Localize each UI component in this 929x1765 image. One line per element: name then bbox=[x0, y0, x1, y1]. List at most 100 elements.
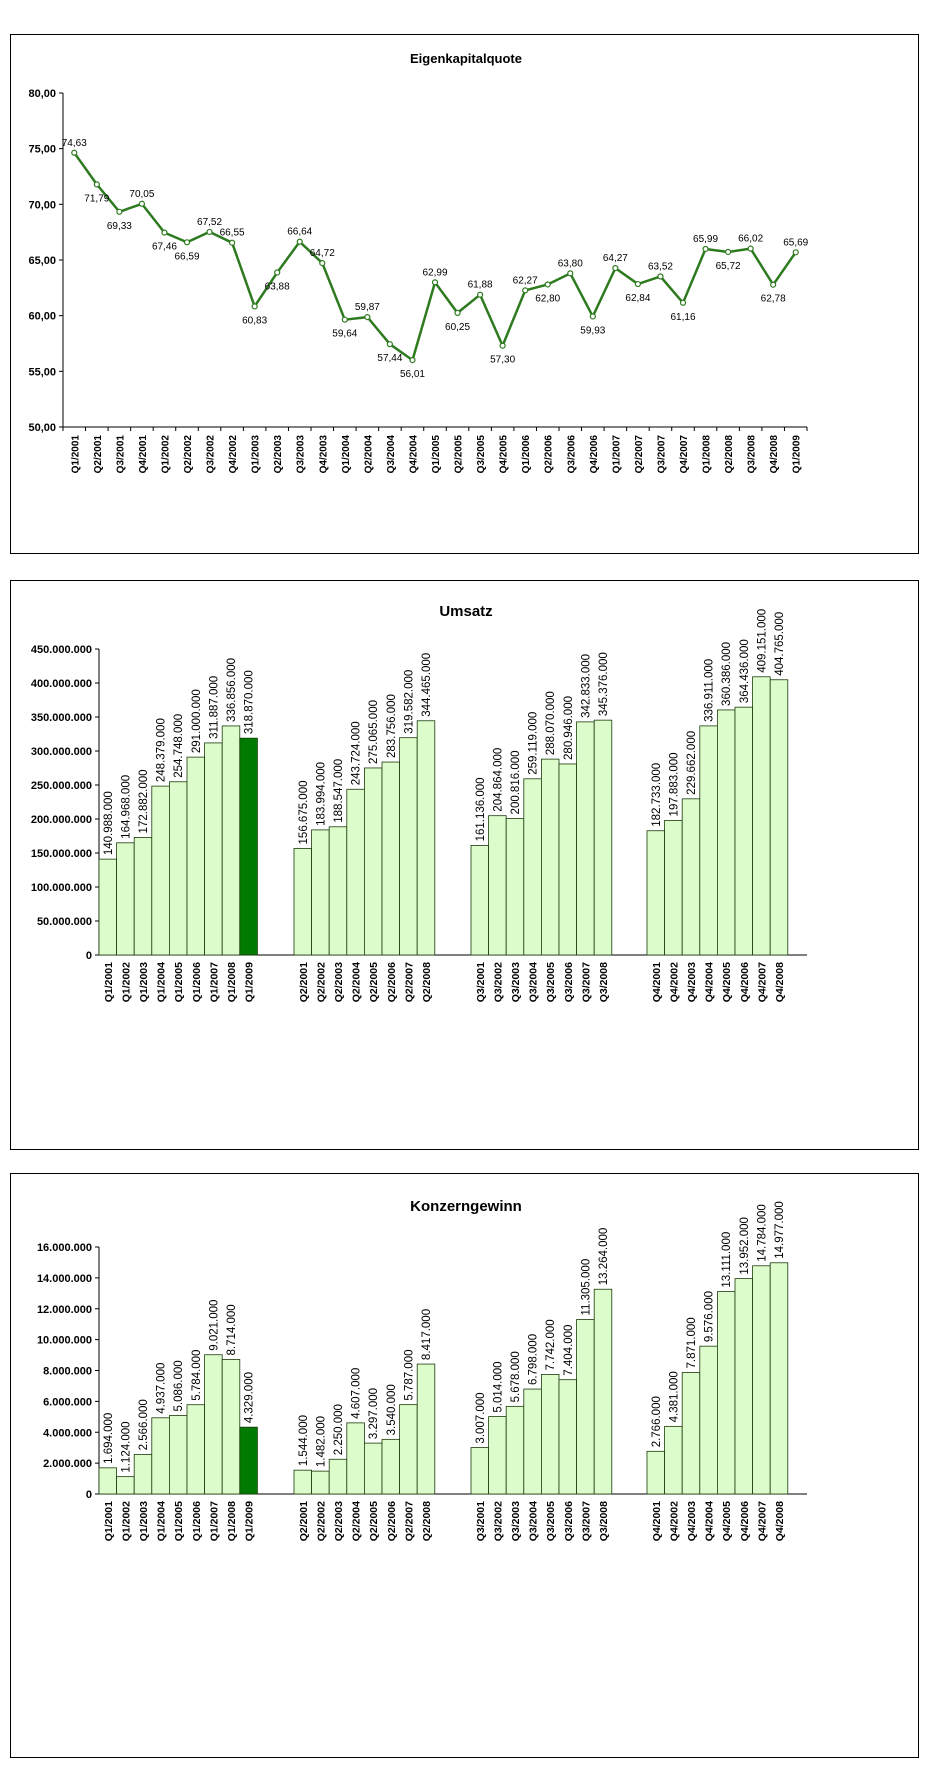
bar bbox=[311, 1470, 330, 1495]
data-point bbox=[71, 149, 78, 156]
bar-value-label: 336.856.000 bbox=[226, 658, 238, 722]
bar-value-label: 3.297.000 bbox=[368, 1388, 380, 1439]
x-tick-label: Q1/2008 bbox=[226, 962, 238, 1002]
bar-value-label: 11.305.000 bbox=[580, 1259, 592, 1316]
bar bbox=[293, 848, 313, 956]
bar-value-label: 5.014.000 bbox=[492, 1361, 504, 1412]
chart-title: Umsatz bbox=[439, 603, 492, 620]
bar-value-label: 2.250.000 bbox=[333, 1404, 345, 1455]
x-tick-label: Q4/2006 bbox=[739, 962, 751, 1002]
y-tick-label: 50.000.000 bbox=[37, 916, 92, 928]
x-tick-label: Q4/2004 bbox=[704, 962, 716, 1002]
x-tick-label: Q2/2001 bbox=[93, 435, 104, 474]
bar bbox=[699, 1345, 718, 1495]
data-label: 60,25 bbox=[445, 322, 470, 333]
y-tick-label: 75,00 bbox=[28, 144, 56, 156]
bar-value-label: 409.151.000 bbox=[756, 609, 768, 673]
data-point bbox=[319, 260, 326, 267]
bar-value-label: 140.988.000 bbox=[103, 791, 115, 855]
x-tick-label: Q2/2008 bbox=[724, 435, 735, 474]
x-tick-label: Q3/2002 bbox=[206, 435, 217, 474]
x-tick-label: Q3/2006 bbox=[563, 962, 575, 1002]
bar bbox=[151, 785, 170, 956]
bar bbox=[646, 830, 666, 956]
x-tick-label: Q1/2006 bbox=[191, 1501, 203, 1541]
x-tick-label: Q1/2001 bbox=[70, 435, 81, 474]
bar bbox=[399, 737, 418, 956]
y-tick-label: 450.000.000 bbox=[31, 644, 92, 656]
x-tick-label: Q4/2001 bbox=[651, 1501, 663, 1541]
x-tick-label: Q4/2008 bbox=[769, 435, 780, 474]
bar bbox=[186, 756, 206, 956]
bar-value-label: 1.124.000 bbox=[120, 1421, 132, 1472]
bar-value-label: 161.136.000 bbox=[475, 777, 487, 841]
data-point bbox=[161, 229, 168, 236]
x-tick-label: Q4/2006 bbox=[589, 435, 600, 474]
y-tick-label: 200.000.000 bbox=[31, 814, 92, 826]
data-point bbox=[702, 245, 709, 253]
bar-value-label: 248.379.000 bbox=[156, 718, 168, 782]
x-tick-label: Q3/2005 bbox=[545, 1501, 557, 1541]
data-label: 59,93 bbox=[580, 325, 605, 336]
bar bbox=[221, 1359, 241, 1495]
bar bbox=[558, 1379, 578, 1495]
data-label: 65,69 bbox=[783, 237, 808, 248]
x-tick-label: Q2/2004 bbox=[363, 435, 374, 474]
data-point bbox=[409, 356, 416, 364]
bar bbox=[98, 858, 118, 956]
x-tick-label: Q4/2002 bbox=[668, 1501, 680, 1541]
data-label: 66,64 bbox=[287, 227, 312, 238]
bar-value-label: 4.329.000 bbox=[244, 1372, 256, 1423]
bar bbox=[328, 1458, 348, 1495]
x-tick-label: Q3/2007 bbox=[580, 1501, 592, 1541]
bar-value-label: 291.000.000 bbox=[191, 689, 203, 753]
y-tick-label: 150.000.000 bbox=[31, 848, 92, 860]
x-tick-label: Q2/2006 bbox=[544, 435, 555, 474]
bar bbox=[734, 706, 754, 956]
bar-value-label: 360.386.000 bbox=[721, 642, 733, 706]
x-tick-label: Q4/2003 bbox=[686, 962, 698, 1002]
bar-value-label: 311.887.000 bbox=[208, 676, 220, 739]
x-tick-label: Q3/2003 bbox=[510, 1501, 522, 1541]
x-tick-label: Q2/2003 bbox=[333, 1501, 345, 1541]
equity-ratio-line-chart: Eigenkapitalquote 50,00 55,00 60,00 65,00 70… bbox=[28, 51, 808, 474]
y-tick-label: 70,00 bbox=[28, 199, 56, 211]
group-profit-bar-chart: Konzerngewinn 0 2.000.000 4.000.000 6.000.0… bbox=[37, 1198, 807, 1541]
bar bbox=[664, 820, 683, 956]
x-tick-label: Q2/2005 bbox=[368, 1501, 380, 1541]
bar-value-label: 197.883.000 bbox=[668, 752, 680, 816]
bar-value-label: 5.787.000 bbox=[403, 1349, 415, 1400]
bar bbox=[541, 1374, 560, 1495]
chart-title: Konzerngewinn bbox=[410, 1198, 522, 1215]
bar-value-label: 254.748.000 bbox=[173, 714, 185, 778]
data-label: 64,27 bbox=[603, 253, 628, 264]
bar bbox=[116, 1476, 135, 1495]
x-tick-label: Q4/2001 bbox=[138, 435, 149, 474]
x-tick-label: Q3/2003 bbox=[296, 435, 307, 474]
bar bbox=[186, 1404, 206, 1495]
bar bbox=[752, 676, 771, 956]
x-tick-label: Q1/2005 bbox=[431, 435, 442, 474]
x-tick-label: Q1/2002 bbox=[120, 1501, 132, 1541]
x-tick-label: Q3/2007 bbox=[580, 962, 592, 1002]
x-tick-label: Q2/2006 bbox=[386, 962, 398, 1002]
bar-value-label: 188.547.000 bbox=[333, 759, 345, 823]
y-tick-label: 14.000.000 bbox=[37, 1273, 92, 1285]
bar-value-label: 13.111.000 bbox=[721, 1232, 733, 1288]
y-tick-label: 2.000.000 bbox=[43, 1458, 92, 1470]
bar bbox=[168, 781, 188, 956]
bar bbox=[328, 826, 348, 956]
data-label: 67,46 bbox=[152, 242, 177, 253]
x-tick-label: Q1/2001 bbox=[103, 962, 115, 1002]
x-tick-label: Q2/2007 bbox=[634, 435, 645, 474]
x-tick-label: Q3/2001 bbox=[475, 1501, 487, 1541]
x-tick-label: Q4/2001 bbox=[651, 962, 663, 1002]
data-point bbox=[612, 265, 619, 272]
bar bbox=[593, 719, 613, 956]
y-tick-label: 300.000.000 bbox=[31, 746, 92, 758]
bar bbox=[523, 778, 542, 956]
bar bbox=[346, 1422, 365, 1495]
bar-value-label: 283.756.000 bbox=[386, 694, 398, 758]
x-tick-label: Q2/2001 bbox=[298, 962, 310, 1002]
data-label: 62,80 bbox=[535, 293, 560, 304]
